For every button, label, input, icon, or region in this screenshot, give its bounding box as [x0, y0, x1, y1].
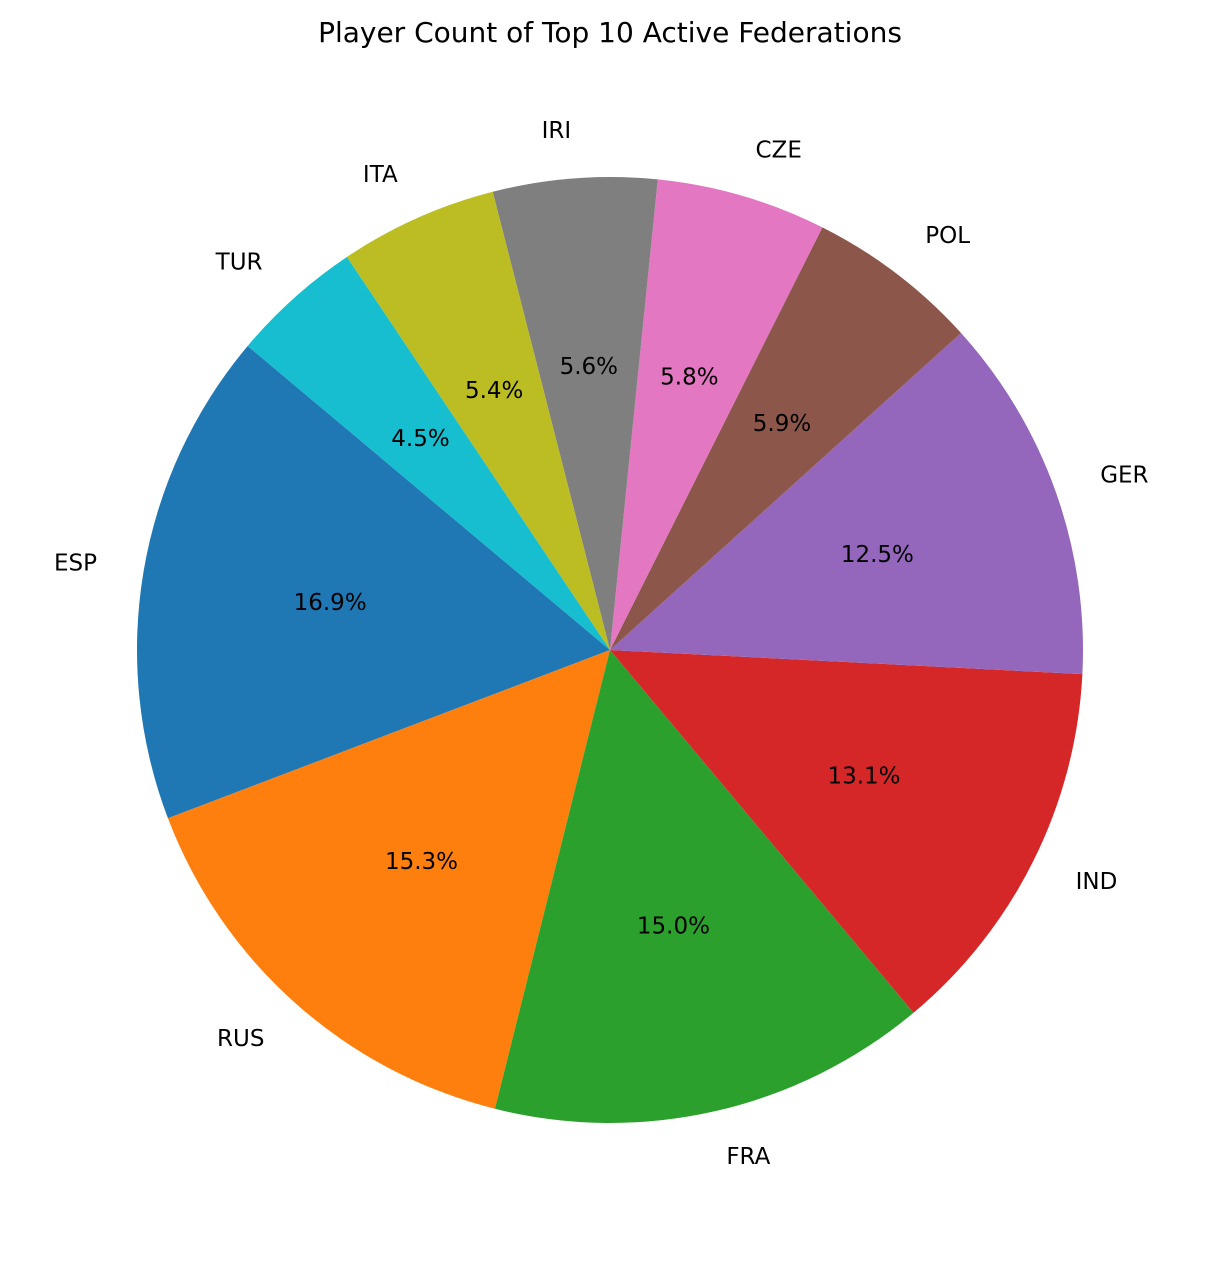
- slice-percent-esp: 16.9%: [294, 590, 367, 616]
- slice-label-iri: IRI: [542, 118, 572, 144]
- pie-slice-rus: [167, 650, 610, 1109]
- slice-percent-cze: 5.8%: [660, 365, 718, 391]
- chart-title: Player Count of Top 10 Active Federation…: [318, 16, 902, 49]
- slice-label-tur: TUR: [215, 250, 263, 276]
- pie-slice-ita: [346, 191, 610, 651]
- pie-slice-iri: [492, 176, 658, 650]
- slice-label-pol: POL: [925, 223, 970, 249]
- pie-slices: [137, 176, 1083, 1123]
- slice-percent-rus: 15.3%: [385, 849, 458, 875]
- pie-slice-ger: [610, 333, 1083, 675]
- pie-slice-ind: [610, 650, 1083, 1013]
- pie-slice-esp: [137, 345, 610, 819]
- pie-slice-fra: [494, 650, 914, 1123]
- slice-label-ind: IND: [1076, 869, 1118, 895]
- slice-percent-pol: 5.9%: [753, 411, 811, 437]
- slice-percent-tur: 4.5%: [391, 426, 449, 452]
- pie-labels: ESP 16.9% RUS 15.3% FRA 15.0% IND 13.1% GER 12.5%…: [54, 118, 1149, 1170]
- slice-label-ita: ITA: [363, 162, 398, 188]
- slice-label-esp: ESP: [54, 550, 97, 576]
- slice-percent-iri: 5.6%: [560, 354, 618, 380]
- pie-slice-tur: [247, 256, 610, 650]
- slice-label-fra: FRA: [726, 1144, 770, 1170]
- slice-percent-ita: 5.4%: [465, 378, 523, 404]
- slice-label-rus: RUS: [217, 1026, 264, 1052]
- slice-percent-ind: 13.1%: [827, 764, 900, 790]
- pie-slice-pol: [610, 227, 962, 650]
- pie-slice-cze: [610, 179, 823, 650]
- slice-percent-ger: 12.5%: [841, 542, 914, 568]
- slice-label-ger: GER: [1100, 463, 1148, 489]
- slice-percent-fra: 15.0%: [637, 914, 710, 940]
- slice-label-cze: CZE: [756, 137, 802, 163]
